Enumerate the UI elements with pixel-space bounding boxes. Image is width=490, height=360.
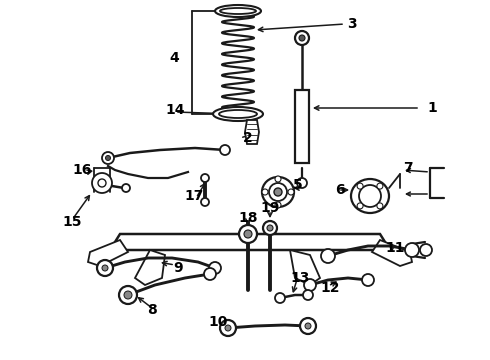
Circle shape	[297, 178, 307, 188]
Circle shape	[262, 189, 268, 195]
Polygon shape	[135, 250, 165, 285]
Ellipse shape	[219, 110, 257, 118]
Polygon shape	[372, 240, 412, 266]
Text: 18: 18	[238, 211, 258, 225]
Circle shape	[220, 320, 236, 336]
Circle shape	[300, 318, 316, 334]
Circle shape	[201, 174, 209, 182]
Polygon shape	[290, 250, 320, 285]
Ellipse shape	[269, 183, 287, 201]
Circle shape	[97, 260, 113, 276]
Circle shape	[275, 202, 281, 208]
Circle shape	[225, 325, 231, 331]
Polygon shape	[245, 120, 259, 144]
Text: 1: 1	[427, 101, 437, 115]
Text: 5: 5	[293, 178, 303, 192]
Polygon shape	[115, 234, 385, 250]
Circle shape	[209, 262, 221, 274]
FancyBboxPatch shape	[295, 90, 309, 163]
Circle shape	[267, 225, 273, 231]
Text: 17: 17	[184, 189, 204, 203]
Text: 8: 8	[147, 303, 157, 317]
Text: 9: 9	[173, 261, 183, 275]
Circle shape	[204, 268, 216, 280]
Circle shape	[105, 156, 111, 161]
Text: 7: 7	[403, 161, 413, 175]
Text: 11: 11	[385, 241, 405, 255]
Ellipse shape	[220, 8, 256, 14]
Circle shape	[239, 225, 257, 243]
Circle shape	[305, 323, 311, 329]
Circle shape	[304, 279, 316, 291]
Text: 10: 10	[208, 315, 228, 329]
Ellipse shape	[274, 188, 282, 196]
Circle shape	[263, 221, 277, 235]
Circle shape	[92, 173, 112, 193]
Ellipse shape	[262, 177, 294, 207]
Circle shape	[299, 35, 305, 41]
Circle shape	[122, 184, 130, 192]
Text: 16: 16	[73, 163, 92, 177]
Circle shape	[220, 145, 230, 155]
Circle shape	[420, 244, 432, 256]
Text: 2: 2	[243, 131, 253, 145]
Circle shape	[275, 293, 285, 303]
Circle shape	[98, 179, 106, 187]
Circle shape	[321, 249, 335, 263]
Ellipse shape	[359, 185, 381, 207]
Ellipse shape	[351, 179, 389, 213]
Circle shape	[244, 230, 252, 238]
Circle shape	[124, 291, 132, 299]
Text: 13: 13	[290, 271, 310, 285]
Circle shape	[288, 189, 294, 195]
Text: 6: 6	[335, 183, 345, 197]
Text: 15: 15	[62, 215, 82, 229]
Circle shape	[275, 176, 281, 182]
Circle shape	[357, 203, 363, 209]
Circle shape	[303, 290, 313, 300]
Circle shape	[377, 203, 383, 209]
Circle shape	[357, 183, 363, 189]
Circle shape	[295, 31, 309, 45]
Circle shape	[362, 274, 374, 286]
Circle shape	[405, 243, 419, 257]
Text: 14: 14	[165, 103, 185, 117]
Text: 3: 3	[347, 17, 357, 31]
Circle shape	[377, 183, 383, 189]
Text: 19: 19	[260, 201, 280, 215]
Circle shape	[119, 286, 137, 304]
Circle shape	[201, 198, 209, 206]
Polygon shape	[88, 240, 128, 266]
Ellipse shape	[213, 107, 263, 121]
Circle shape	[102, 152, 114, 164]
Text: 12: 12	[320, 281, 340, 295]
Ellipse shape	[215, 5, 261, 17]
Text: 4: 4	[169, 51, 179, 65]
Circle shape	[102, 265, 108, 271]
